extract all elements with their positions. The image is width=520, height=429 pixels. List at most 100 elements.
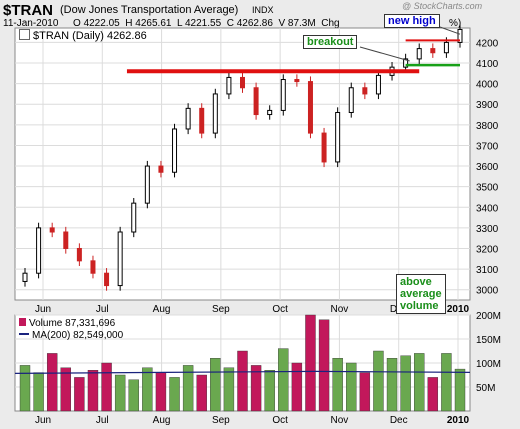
- price-tick-label: 3200: [476, 244, 499, 255]
- price-x-tick-label: Oct: [272, 304, 288, 315]
- price-tick-label: 3400: [476, 203, 499, 214]
- new-high-pointer: [439, 26, 461, 35]
- price-tick-label: 3800: [476, 121, 499, 132]
- price-bar: [443, 41, 449, 54]
- volume-swatch: [19, 318, 26, 326]
- price-bar: [199, 107, 205, 134]
- volume-x-tick-label: 2010: [447, 415, 470, 426]
- price-bar: [321, 132, 327, 163]
- volume-bar: [278, 348, 289, 412]
- exchange: INDX: [252, 5, 274, 15]
- price-bar: [172, 128, 178, 173]
- volume-bar: [237, 350, 248, 412]
- price-bar: [22, 272, 28, 282]
- legend-swatch: [19, 29, 30, 40]
- price-bar: [362, 87, 368, 95]
- volume-x-tick-label: Dec: [390, 415, 408, 426]
- volume-bar: [386, 358, 398, 412]
- price-tick-label: 3600: [476, 162, 499, 173]
- price-tick-label: 3500: [476, 183, 499, 194]
- volume-bar: [291, 362, 303, 412]
- volume-bar: [210, 358, 221, 412]
- price-bar: [49, 227, 55, 233]
- price-bar: [307, 81, 313, 134]
- new-high-label: new high: [384, 14, 440, 28]
- price-bar: [416, 48, 422, 60]
- volume-note: above average volume: [396, 274, 446, 314]
- volume-x-tick-label: Nov: [331, 415, 349, 426]
- volume-bar: [223, 367, 235, 412]
- volume-tick-label: 150M: [476, 335, 501, 346]
- price-x-tick-label: 2010: [447, 304, 470, 315]
- ma-legend: MA(200) 82,549,000: [19, 330, 123, 341]
- volume-bar: [196, 374, 207, 412]
- price-tick-label: 3700: [476, 141, 499, 152]
- price-bar: [294, 79, 300, 83]
- price-bar: [117, 231, 123, 287]
- price-bar: [36, 227, 42, 274]
- price-x-tick-label: Jul: [96, 304, 109, 315]
- price-bar: [403, 58, 409, 68]
- symbol: $TRAN: [3, 2, 54, 19]
- price-bar: [158, 165, 164, 173]
- volume-bar: [33, 372, 44, 412]
- price-bar: [430, 48, 436, 54]
- ma-200-line: [14, 370, 471, 374]
- price-bar: [131, 202, 137, 233]
- volume-tick-label: 50M: [476, 383, 495, 394]
- volume-bar: [414, 353, 425, 412]
- volume-bar: [305, 314, 316, 412]
- price-tick-label: 3300: [476, 224, 499, 235]
- price-bar: [375, 74, 381, 95]
- volume-bar: [264, 370, 275, 412]
- volume-tick-label: 200M: [476, 311, 501, 322]
- volume-x-tick-label: Jun: [35, 415, 51, 426]
- price-tick-label: 3900: [476, 100, 499, 111]
- price-x-tick-label: Jun: [35, 304, 51, 315]
- ma-swatch: [19, 333, 29, 335]
- volume-tick-label: 100M: [476, 359, 501, 370]
- volume-bar: [101, 362, 112, 412]
- price-bar: [240, 76, 245, 89]
- price-tick-label: 4000: [476, 80, 499, 91]
- volume-bar: [346, 362, 357, 412]
- price-legend: $TRAN (Daily) 4262.86: [19, 29, 147, 42]
- volume-bar: [60, 367, 71, 412]
- volume-bar: [142, 367, 153, 412]
- volume-bar: [454, 368, 466, 412]
- price-tick-label: 4200: [476, 38, 499, 49]
- volume-bar: [427, 377, 439, 412]
- price-bar: [253, 87, 259, 116]
- volume-bar: [182, 365, 194, 412]
- volume-x-tick-label: Oct: [272, 415, 288, 426]
- price-bar: [267, 109, 273, 116]
- volume-bar: [155, 372, 167, 412]
- volume-bar: [318, 319, 330, 412]
- price-x-tick-label: Aug: [153, 304, 171, 315]
- volume-bar: [169, 377, 180, 412]
- volume-x-tick-label: Aug: [153, 415, 171, 426]
- volume-bar: [46, 353, 58, 412]
- change-suffix: %): [449, 18, 462, 29]
- volume-x-tick-label: Jul: [96, 415, 109, 426]
- price-tick-label: 3100: [476, 265, 499, 276]
- index-name: (Dow Jones Transportation Average): [60, 4, 239, 16]
- price-bar: [144, 165, 150, 204]
- price-bar: [280, 79, 286, 111]
- price-bar: [63, 231, 69, 249]
- volume-bar: [128, 379, 139, 412]
- ohlc-readout: O 4222.05 H 4265.61 L 4221.55 C 4262.86 …: [73, 18, 340, 29]
- volume-bar: [250, 365, 262, 412]
- price-tick-label: 3000: [476, 286, 499, 297]
- price-bar: [457, 28, 463, 43]
- price-bar: [90, 260, 96, 274]
- volume-note-line-3: volume: [400, 300, 439, 312]
- price-bar: [185, 107, 191, 130]
- breakout-pointer: [359, 46, 410, 62]
- volume-bar: [441, 353, 452, 412]
- price-tick-label: 4100: [476, 59, 499, 70]
- volume-note-line-2: average: [400, 288, 442, 300]
- volume-bar: [114, 374, 126, 412]
- volume-bar: [19, 365, 31, 412]
